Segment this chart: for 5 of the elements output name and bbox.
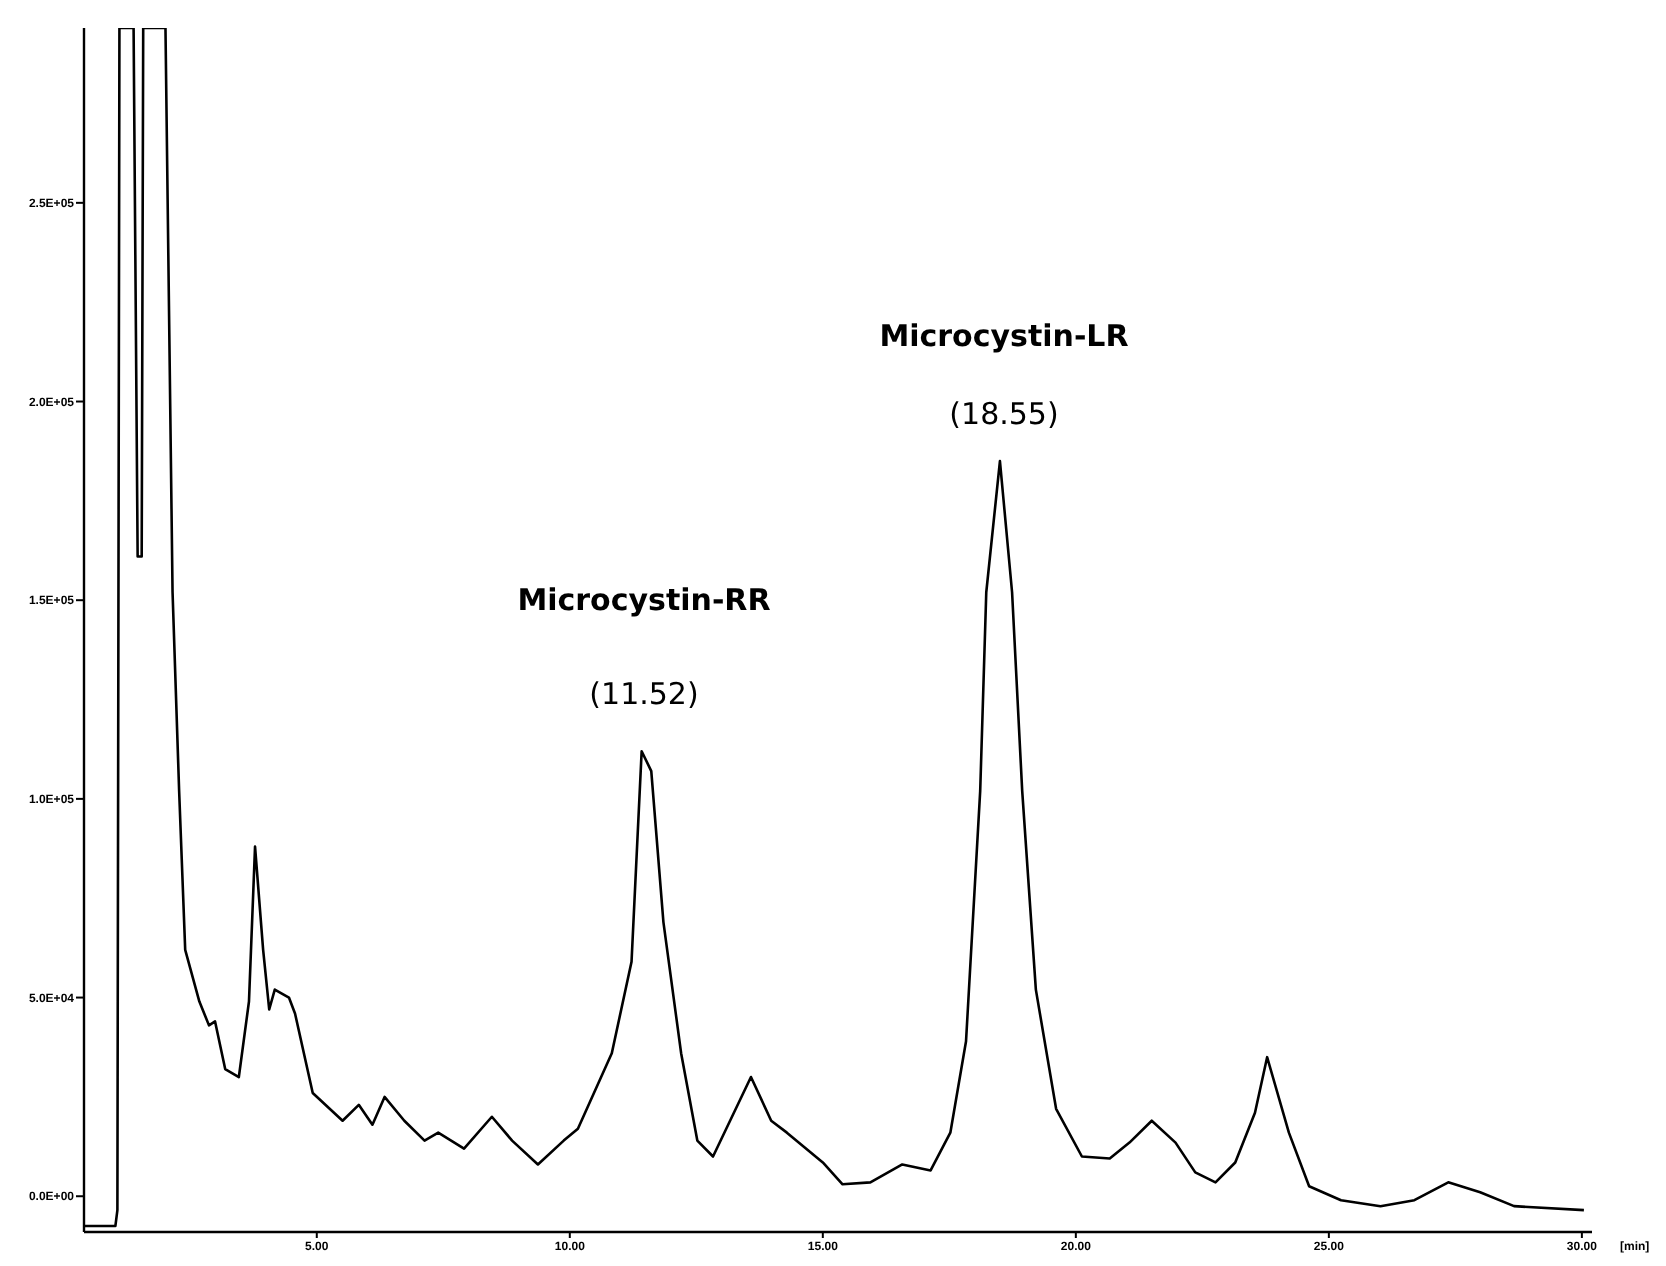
line-series: [84, 28, 1586, 1228]
annotation: Microcystin-RR: [517, 582, 772, 618]
annotation: Microcystin-LR: [879, 318, 1130, 354]
annotation: (18.55): [949, 396, 1059, 432]
annotation: (11.52): [589, 676, 699, 712]
